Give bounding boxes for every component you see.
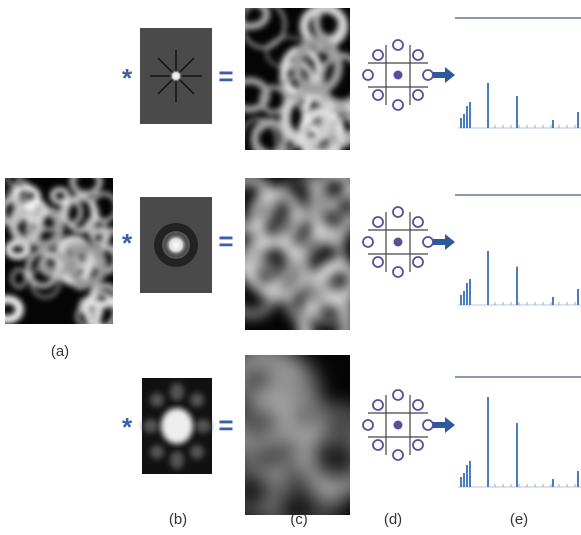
texture-ring: [245, 77, 271, 113]
arrow: [433, 234, 455, 250]
texture-ring: [84, 301, 103, 323]
texture-ring: [245, 8, 271, 30]
texture-ring: [331, 115, 350, 148]
texture-ring: [67, 243, 108, 288]
histogram: [455, 17, 581, 129]
texture-blobs: [245, 355, 350, 515]
texture-ring: [314, 259, 350, 303]
texture-ring: [5, 239, 31, 260]
histogram: [455, 194, 581, 306]
texture-blobs: [245, 8, 350, 150]
texture-ring: [247, 237, 309, 301]
kernel-coarse: [142, 378, 212, 474]
texture-ring: [318, 52, 350, 106]
texture-ring: [50, 187, 70, 205]
arrow: [433, 67, 455, 83]
equals: =: [218, 61, 233, 91]
texture-ring: [292, 36, 343, 95]
equals: =: [218, 226, 233, 256]
texture-ring: [245, 355, 299, 455]
lbp: [362, 206, 434, 278]
label-a: (a): [51, 343, 69, 360]
convolve: *: [122, 63, 133, 93]
texture-ring: [259, 84, 289, 115]
texture-image: [5, 178, 113, 324]
texture-ring: [245, 117, 279, 150]
texture-blobs: [5, 178, 113, 324]
texture-ring: [302, 284, 350, 324]
label-c: (c): [290, 511, 308, 528]
kernel: [139, 27, 213, 125]
texture-ring: [90, 192, 113, 222]
texture-ring: [101, 227, 113, 252]
kernel-mid: [140, 197, 212, 293]
texture-image: [245, 355, 350, 515]
texture-blobs: [245, 178, 350, 330]
label-b: (b): [169, 511, 187, 528]
lbp: [362, 389, 434, 461]
label-e: (e): [510, 511, 528, 528]
lbp: [362, 39, 434, 111]
texture-ring: [245, 178, 276, 235]
equals: =: [218, 410, 233, 440]
texture-ring: [5, 196, 26, 227]
texture-ring: [328, 131, 350, 150]
texture-image: [245, 8, 350, 150]
texture-ring: [5, 295, 24, 324]
histogram: [455, 376, 581, 488]
texture-image: [245, 178, 350, 330]
texture-ring: [69, 178, 103, 197]
texture-ring: [10, 268, 28, 289]
texture-ring: [245, 403, 303, 479]
texture-ring: [308, 178, 350, 235]
texture-ring: [63, 240, 90, 268]
texture-ring: [298, 110, 344, 150]
texture-ring: [25, 249, 61, 288]
texture-ring: [89, 227, 111, 246]
texture-ring: [284, 279, 327, 324]
texture-ring: [280, 89, 334, 148]
texture-ring: [250, 117, 289, 150]
texture-ring: [301, 430, 350, 498]
texture-ring: [279, 75, 309, 100]
convolve: *: [122, 412, 133, 442]
arrow: [433, 417, 455, 433]
label-d: (d): [384, 511, 402, 528]
texture-ring: [5, 178, 21, 187]
texture-ring: [277, 430, 342, 501]
convolve: *: [122, 228, 133, 258]
texture-ring: [245, 355, 301, 405]
texture-ring: [245, 8, 286, 49]
